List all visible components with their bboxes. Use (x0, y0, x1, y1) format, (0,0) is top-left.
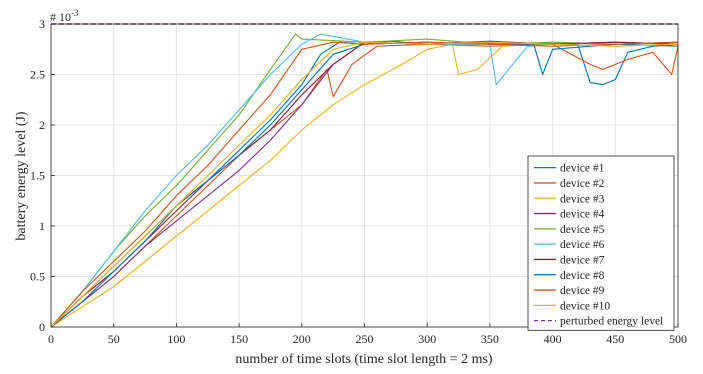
x-tick-label: 500 (669, 332, 687, 346)
legend-label: device #4 (560, 209, 605, 221)
x-tick-label: 250 (356, 332, 374, 346)
y-tick-label: 0 (39, 320, 45, 334)
x-tick-label: 450 (606, 332, 624, 346)
series-line-device-10 (50, 41, 679, 328)
tick-labels: 0 50 100 150 200 250 300 350 400 450 500 0 0.5 1 1.5 2 2… (30, 17, 687, 346)
exponent-power: -3 (71, 8, 79, 18)
x-tick-label: 200 (293, 332, 311, 346)
x-tick-label: 0 (48, 332, 54, 346)
legend-label: device #7 (560, 254, 605, 266)
legend-label: device #6 (560, 239, 605, 251)
legend: device #1 device #2 device #3 device #4 devi… (527, 155, 675, 331)
series-line-device-9 (50, 41, 679, 328)
y-tick-label: 1 (39, 219, 45, 233)
series-line-device-6 (50, 33, 679, 328)
legend-label: device #9 (560, 285, 605, 297)
legend-label: device #8 (560, 270, 605, 282)
series-line-device-2 (50, 43, 679, 328)
y-tick-label: 3 (39, 17, 45, 31)
x-tick-label: 100 (167, 332, 185, 346)
x-axis-label: number of time slots (time slot length =… (235, 352, 492, 367)
legend-label: device #2 (560, 178, 605, 190)
legend-box (527, 155, 675, 331)
x-tick-label: 350 (481, 332, 499, 346)
y-tick-label: 2 (39, 118, 45, 132)
y-tick-label: 2.5 (30, 68, 45, 82)
x-tick-label: 150 (230, 332, 248, 346)
plot-frame (50, 23, 679, 328)
legend-label: device #1 (560, 163, 605, 175)
exponent-label: # 10-3 (50, 8, 79, 24)
legend-label: device #10 (560, 300, 610, 312)
y-tick-label: 1.5 (30, 169, 45, 183)
legend-label: device #5 (560, 224, 605, 236)
series-line-device-8 (50, 41, 679, 328)
legend-label: device #3 (560, 193, 605, 205)
series-line-device-3 (50, 43, 679, 328)
y-tick-label: 0.5 (30, 270, 45, 284)
x-tick-label: 50 (108, 332, 120, 346)
y-axis-label: battery energy level (J) (14, 111, 29, 241)
x-tick-label: 400 (544, 332, 562, 346)
legend-label: perturbed energy level (560, 316, 663, 328)
x-tick-label: 300 (418, 332, 436, 346)
